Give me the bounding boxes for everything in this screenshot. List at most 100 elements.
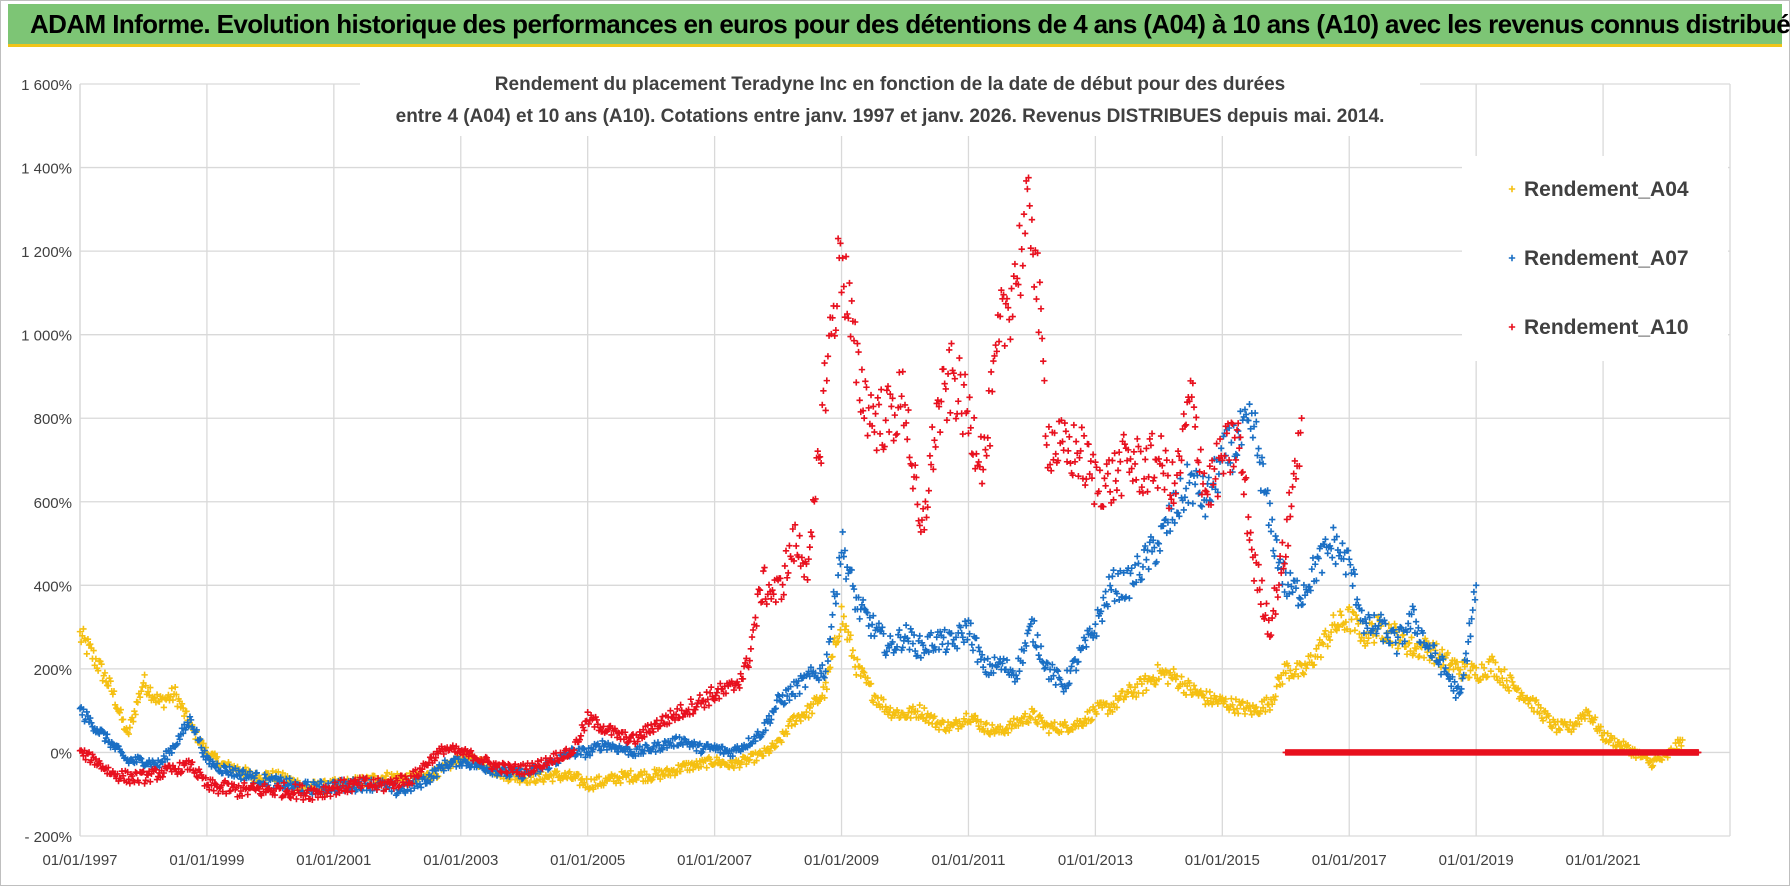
data-point [1138, 483, 1146, 491]
data-point [1016, 222, 1023, 229]
data-point [1147, 442, 1155, 449]
data-point [708, 683, 715, 691]
data-point [941, 380, 948, 387]
data-point [1138, 576, 1146, 583]
data-point [90, 647, 97, 654]
data-point [1246, 401, 1253, 408]
data-point [1268, 516, 1276, 523]
data-point [1440, 655, 1447, 663]
data-point [979, 725, 987, 733]
data-point [882, 652, 889, 659]
data-point [1419, 629, 1427, 637]
data-point [1644, 754, 1651, 762]
data-point [677, 701, 684, 709]
data-point [996, 313, 1004, 320]
data-point [961, 618, 969, 625]
data-point [1459, 675, 1466, 682]
data-point [862, 378, 869, 385]
data-point [352, 776, 359, 783]
data-point [1537, 704, 1544, 712]
data-point [76, 628, 84, 635]
data-point [1166, 527, 1174, 535]
data-point [778, 595, 785, 603]
data-point [181, 712, 188, 720]
data-point [370, 776, 377, 783]
data-point [1078, 424, 1085, 431]
data-point [756, 586, 764, 594]
data-point [667, 739, 674, 746]
data-point [1611, 735, 1618, 742]
data-point [1170, 665, 1177, 673]
data-point [1093, 710, 1100, 718]
data-point [128, 772, 136, 780]
data-point [99, 677, 106, 684]
data-point [1040, 357, 1047, 365]
data-point [168, 749, 175, 757]
data-point [523, 765, 530, 773]
data-point [227, 787, 234, 794]
data-point [1143, 686, 1150, 694]
data-point [335, 785, 342, 793]
data-point [838, 549, 845, 556]
data-point [1222, 695, 1229, 703]
data-point [1330, 611, 1337, 619]
data-point [904, 436, 911, 443]
data-point [1257, 707, 1265, 715]
data-point [1166, 669, 1174, 676]
data-point [846, 279, 853, 287]
data-point [114, 770, 121, 778]
data-point [807, 664, 815, 671]
x-tick-label: 01/01/2017 [1312, 852, 1387, 869]
data-point [715, 756, 723, 764]
data-point [849, 582, 857, 590]
data-point [1010, 273, 1017, 280]
data-point [781, 562, 789, 570]
data-point [128, 714, 136, 721]
data-point [902, 622, 910, 629]
data-point [407, 772, 415, 780]
data-point [925, 487, 932, 494]
data-point [833, 302, 841, 310]
data-point [991, 654, 998, 661]
data-point [1161, 516, 1168, 524]
data-point [766, 747, 774, 755]
data-point [925, 719, 932, 726]
data-point [1536, 710, 1543, 717]
data-point [219, 769, 226, 777]
data-point [1392, 639, 1399, 646]
data-point [1058, 728, 1065, 736]
data-point [1391, 629, 1398, 637]
data-point [1176, 513, 1183, 520]
data-point [856, 397, 863, 404]
data-point [650, 773, 657, 781]
data-point [1021, 230, 1029, 237]
data-point [309, 796, 316, 804]
data-point [1019, 659, 1027, 666]
data-point [1155, 675, 1163, 683]
data-point [1145, 565, 1152, 573]
x-tick-label: 01/01/2019 [1439, 852, 1514, 869]
data-point [298, 782, 306, 789]
data-point [235, 782, 242, 789]
data-point [1342, 571, 1350, 578]
data-point [934, 397, 942, 404]
data-point [914, 708, 921, 715]
data-point [1087, 717, 1095, 725]
data-point [1348, 616, 1355, 623]
data-point [1087, 458, 1095, 465]
data-point [695, 741, 702, 749]
legend-marker [1508, 185, 1516, 193]
data-point [938, 398, 945, 405]
data-point [1145, 473, 1152, 481]
data-point [594, 721, 602, 728]
data-point [382, 772, 390, 780]
data-point [1130, 688, 1138, 696]
data-point [560, 754, 568, 762]
data-point [374, 775, 382, 782]
data-point [348, 788, 356, 795]
data-point [264, 770, 272, 777]
data-point [992, 341, 999, 349]
data-point [889, 395, 896, 402]
data-point [805, 555, 812, 563]
data-point [1466, 620, 1473, 627]
